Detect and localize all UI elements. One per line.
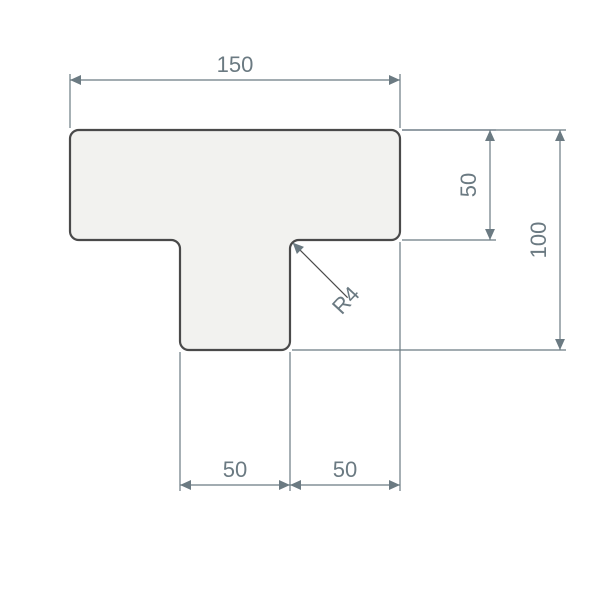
dim-top-height: 50 <box>402 130 496 240</box>
dim-full-height-value: 100 <box>526 222 551 259</box>
dim-top-width: 150 <box>70 52 400 128</box>
dim-stem-left-value: 50 <box>223 457 247 482</box>
dim-stem-left: 50 <box>180 352 290 491</box>
radius-label: R4 <box>327 281 364 319</box>
radius-callout: R4 <box>293 243 365 319</box>
t-shape-part <box>70 130 400 350</box>
drawing-canvas: 150 50 50 50 100 R4 <box>0 0 600 600</box>
dim-top-width-value: 150 <box>217 52 254 77</box>
dim-top-height-value: 50 <box>456 173 481 197</box>
dim-stem-right: 50 <box>290 242 400 491</box>
dim-stem-right-value: 50 <box>333 457 357 482</box>
